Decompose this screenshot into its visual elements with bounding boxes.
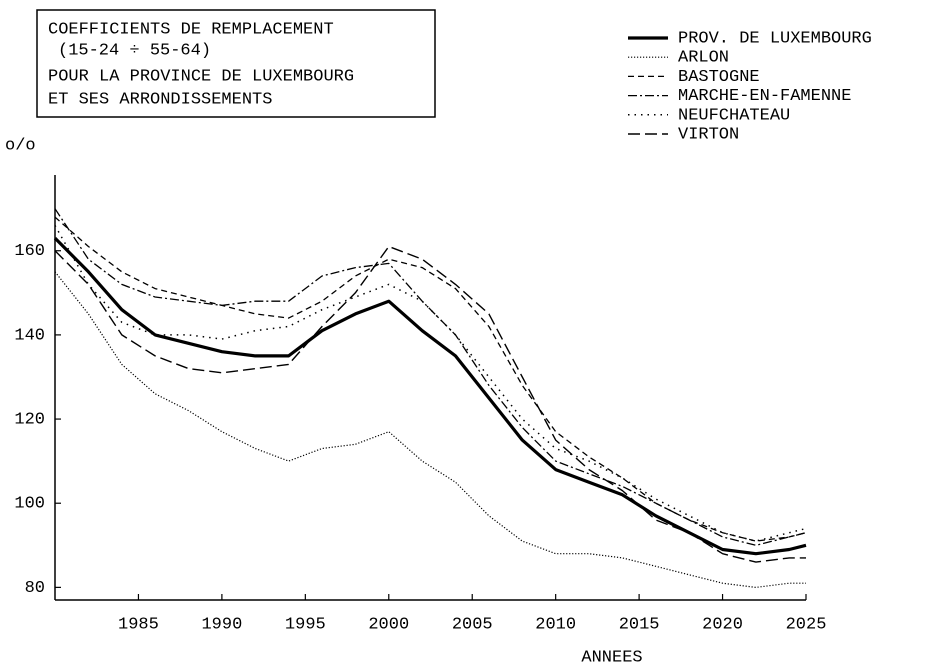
title-box	[36, 9, 436, 118]
legend-label: MARCHE-EN-FAMENNE	[678, 87, 851, 106]
chart-title: (15-24 ÷ 55-64)	[58, 41, 211, 60]
series-line	[54, 216, 807, 542]
series-line	[53, 236, 807, 556]
series-line	[54, 245, 806, 563]
legend-label: NEUFCHATEAU	[678, 106, 790, 125]
x-tick-label: 1990	[201, 615, 242, 634]
legend-label: VIRTON	[678, 125, 739, 144]
y-tick-label: 80	[25, 579, 45, 598]
x-tick-label: 2005	[452, 615, 493, 634]
x-tick-label: 2015	[619, 615, 660, 634]
y-tick-label: 140	[14, 326, 45, 345]
chart-title: POUR LA PROVINCE DE LUXEMBOURG	[48, 67, 354, 86]
x-tick-label: 1985	[118, 615, 159, 634]
chart-title: ET SES ARRONDISSEMENTS	[48, 90, 272, 109]
y-tick-label: 160	[14, 242, 45, 261]
series-line	[54, 271, 806, 588]
legend-label: BASTOGNE	[678, 68, 760, 87]
y-axis-label: o/o	[5, 136, 36, 155]
x-axis-label: ANNEES	[581, 648, 642, 667]
x-tick-label: 2010	[535, 615, 576, 634]
x-tick-label: 2000	[368, 615, 409, 634]
x-tick-label: 2020	[702, 615, 743, 634]
x-tick-label: 1995	[285, 615, 326, 634]
legend-label: ARLON	[678, 49, 729, 68]
series-line	[54, 208, 807, 546]
x-tick-label: 2025	[786, 615, 827, 634]
y-tick-label: 100	[14, 495, 45, 514]
legend-label: PROV. DE LUXEMBOURG	[678, 29, 872, 48]
y-tick-label: 120	[14, 411, 45, 430]
chart-title: COEFFICIENTS DE REMPLACEMENT	[48, 20, 334, 39]
